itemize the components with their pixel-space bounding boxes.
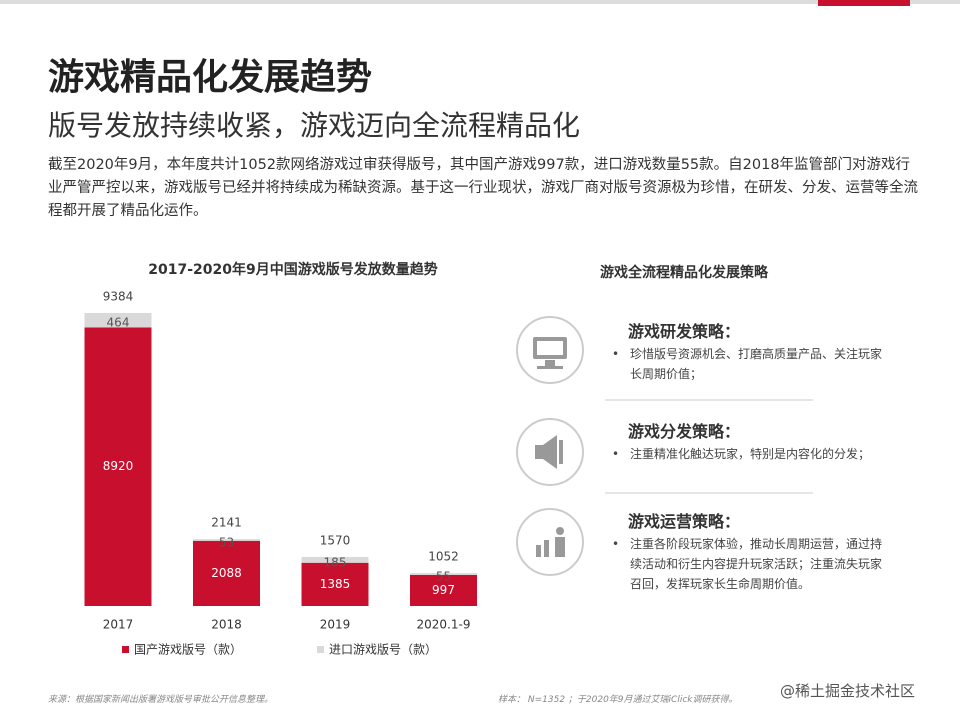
value-label: 997 [432,583,455,597]
strategy-bullet: 珍惜版号资源机会、打磨高质量产品、关注玩家长周期价值； [612,344,890,384]
strategy-heading: 游戏研发策略： [628,322,741,341]
chart-title: 2017-2020年9月中国游戏版号发放数量趋势 [148,261,437,278]
top-accent [818,0,910,6]
total-label: 2141 [211,516,242,530]
sample: 样本： N=1352 ；于2020年9月通过艾瑞iClick调研获得。 [498,695,738,705]
value-label: 1385 [320,577,351,591]
value-label: 55 [436,570,451,584]
subtitle: 版号发放持续收紧，游戏迈向全流程精品化 [48,109,581,142]
bar-segment [410,573,477,575]
bar-segment [301,562,369,606]
bar-segment [301,556,369,563]
total-label: 9384 [103,290,134,304]
strategy-heading: 游戏分发策略： [628,422,741,441]
x-tick-label: 2017 [103,618,134,632]
x-tick-label: 2019 [320,618,351,632]
value-label: 2088 [211,566,242,580]
bar-segment [84,313,152,328]
top-rule [0,0,960,4]
bar-segment [410,574,477,606]
legend-label: 进口游戏版号（款） [329,643,437,657]
value-label: 8920 [103,459,134,473]
source: 来源：根据国家新闻出版署游戏版号审批公开信息整理。 [48,695,274,705]
total-label: 1052 [428,550,459,564]
chart: 2017-2020年9月中国游戏版号发放数量趋势 8920 464 9384 2017 2… [84,261,477,657]
legend-swatch [122,646,129,653]
value-label: 464 [107,316,130,330]
bar-segment [84,327,152,606]
value-label: 185 [324,555,347,569]
value-label: 53 [219,535,234,549]
strategy-bullet: 注重精准化触达玩家，特别是内容化的分发； [612,444,890,464]
strategy-title: 游戏全流程精品化发展策略 [600,265,768,281]
body-text: 截至2020年9月，本年度共计1052款网络游戏过审获得版号，其中国产游戏997… [48,157,918,219]
strategy-graphics [516,316,813,576]
x-tick-label: 2018 [211,618,242,632]
watermark: @稀土掘金技术社区 [780,682,916,700]
x-tick-label: 2020.1-9 [417,618,471,632]
total-label: 1570 [320,533,351,547]
strategy-bullet: 注重各阶段玩家体验，推动长周期运营，通过持续活动和衍生内容提升玩家活跃；注重流失… [612,534,890,594]
bar-segment [193,539,260,541]
title: 游戏精品化发展趋势 [48,57,373,98]
legend-label: 国产游戏版号（款） [134,643,242,657]
strategy-heading: 游戏运营策略： [628,512,741,531]
legend-swatch [317,646,324,653]
bar-segment [193,540,260,606]
